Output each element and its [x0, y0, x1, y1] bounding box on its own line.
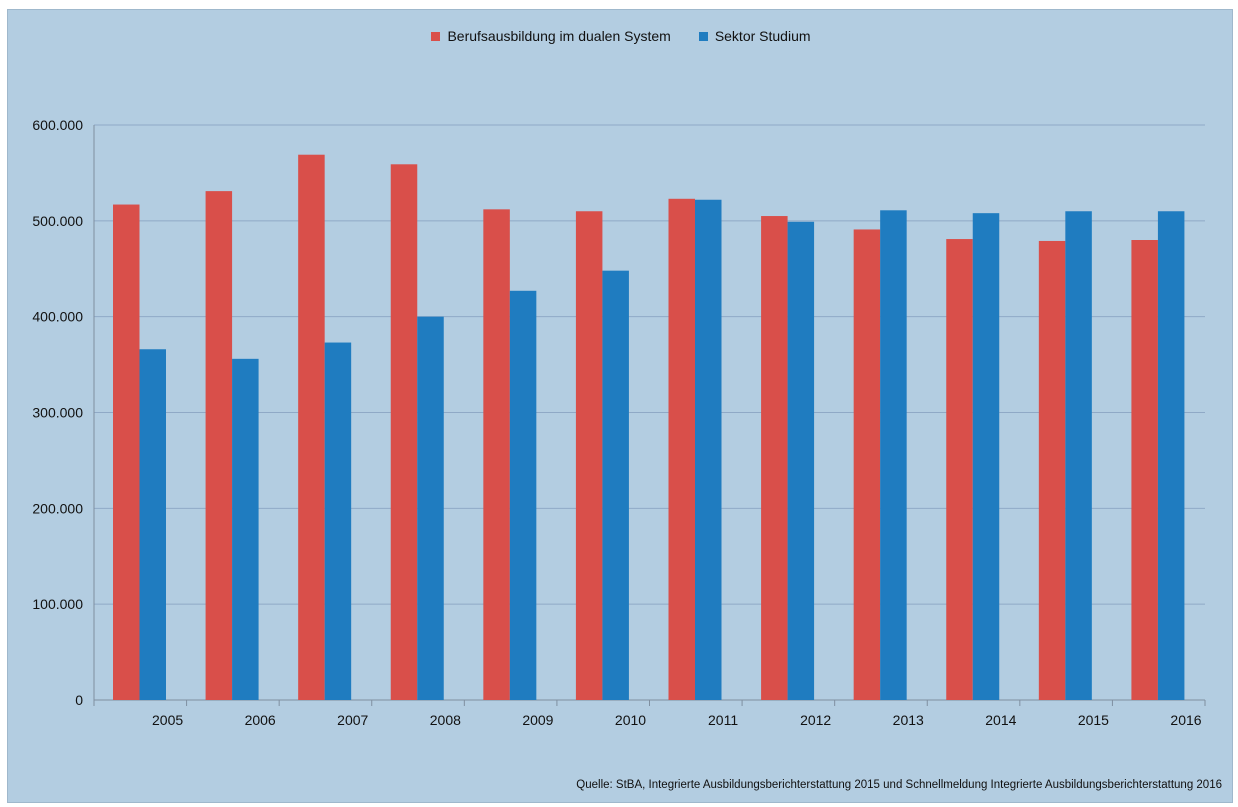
bar-dual-2011 — [668, 198, 695, 700]
bar-dual-2005 — [113, 204, 140, 700]
bar-studium-2013 — [880, 210, 907, 700]
y-tick-label: 600.000 — [32, 117, 83, 133]
y-tick-label: 100.000 — [32, 596, 83, 612]
y-tick-label: 200.000 — [32, 500, 83, 516]
bar-dual-2010 — [575, 211, 603, 700]
legend: Berufsausbildung im dualen System Sektor… — [8, 28, 1234, 44]
x-tick-label: 2006 — [245, 712, 276, 728]
legend-item-dual: Berufsausbildung im dualen System — [431, 28, 671, 44]
x-tick-label: 2016 — [1170, 712, 1201, 728]
bar-dual-2013 — [853, 229, 881, 701]
bar-dual-2008 — [390, 164, 418, 700]
bar-dual-2012 — [761, 216, 788, 700]
bar-studium-2007 — [324, 342, 352, 700]
y-tick-label: 500.000 — [32, 213, 83, 229]
bar-dual-2016 — [1131, 240, 1158, 700]
x-tick-label: 2009 — [522, 712, 553, 728]
bar-studium-2006 — [232, 358, 259, 700]
bar-studium-2012 — [787, 221, 815, 700]
legend-item-studium: Sektor Studium — [698, 28, 811, 44]
chart-area: Berufsausbildung im dualen System Sektor… — [7, 9, 1233, 803]
source-note: Quelle: StBA, Integrierte Ausbildungsber… — [576, 779, 1222, 791]
legend-swatch-dual — [431, 31, 441, 41]
bar-studium-2005 — [139, 349, 166, 700]
bar-studium-2010 — [602, 270, 629, 700]
bar-studium-2011 — [695, 199, 722, 700]
bar-dual-2007 — [298, 154, 325, 701]
bar-studium-2016 — [1157, 211, 1185, 700]
x-tick-label: 2011 — [708, 712, 738, 728]
legend-label-studium: Sektor Studium — [714, 28, 811, 44]
bar-studium-2009 — [509, 290, 537, 700]
bar-dual-2014 — [946, 239, 973, 700]
x-tick-label: 2005 — [152, 712, 183, 728]
legend-label-dual: Berufsausbildung im dualen System — [447, 28, 671, 44]
x-tick-label: 2007 — [337, 712, 368, 728]
legend-swatch-studium — [698, 31, 708, 41]
bar-studium-2008 — [417, 316, 444, 700]
x-tick-label: 2010 — [615, 712, 646, 728]
y-tick-label: 300.000 — [32, 405, 83, 421]
y-tick-label: 400.000 — [32, 309, 83, 325]
bar-studium-2014 — [972, 213, 1000, 700]
bar-dual-2015 — [1038, 240, 1066, 701]
bar-dual-2006 — [205, 191, 233, 700]
y-tick-label: 0 — [75, 692, 83, 708]
x-tick-label: 2012 — [800, 712, 831, 728]
x-tick-label: 2013 — [893, 712, 924, 728]
plot-area: 0 100.000 200.000 300.000 400.000 500.000 600.… — [32, 117, 1206, 728]
bar-dual-2009 — [483, 209, 510, 701]
bar-studium-2015 — [1065, 211, 1092, 700]
x-tick-label: 2008 — [430, 712, 461, 728]
x-tick-label: 2014 — [985, 712, 1016, 728]
x-tick-label: 2015 — [1078, 712, 1109, 728]
